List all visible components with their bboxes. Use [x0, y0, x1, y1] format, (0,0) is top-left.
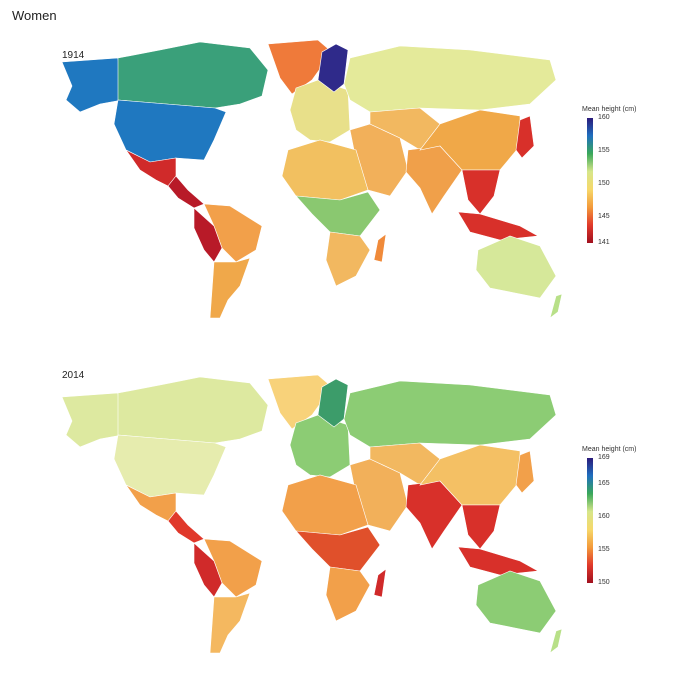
panel-year-1914: 1914 — [62, 50, 85, 61]
region-australia — [475, 570, 557, 634]
legend-tick-label: 160 — [598, 114, 610, 121]
region-madagascar — [373, 568, 387, 598]
legend-tick-label: 145 — [598, 212, 610, 220]
region-japan — [515, 450, 535, 494]
region-africa-north — [281, 139, 369, 201]
region-alaska — [61, 57, 123, 113]
region-europe-west — [289, 414, 351, 478]
region-africa-north — [281, 474, 369, 536]
map-2014 — [61, 374, 563, 654]
region-se-asia — [461, 169, 501, 215]
region-south-america-south — [209, 257, 251, 319]
legend-tick-label: 150 — [598, 579, 610, 586]
legend-tick-label: 155 — [598, 546, 610, 554]
region-greenland — [267, 39, 333, 95]
figure-title: Women — [12, 8, 57, 23]
region-russia — [343, 380, 557, 448]
legend-colorbar — [587, 458, 593, 583]
region-indonesia — [457, 211, 539, 241]
legend-tick-label: 155 — [598, 146, 610, 154]
region-indonesia — [457, 546, 539, 576]
region-europe-west — [289, 79, 351, 143]
region-south-america-south — [209, 592, 251, 654]
region-canada — [117, 376, 269, 444]
region-russia — [343, 45, 557, 113]
legend-title-2014: Mean height (cm) — [582, 446, 637, 453]
region-se-asia — [461, 504, 501, 550]
legend-tick-label: 160 — [598, 513, 610, 521]
region-africa-central — [295, 191, 381, 237]
region-australia — [475, 235, 557, 299]
region-central-america — [167, 510, 205, 544]
region-canada — [117, 41, 269, 109]
region-scandinavia — [317, 43, 349, 93]
legend-tick-label: 150 — [598, 179, 610, 187]
legend-colorbar — [587, 118, 593, 243]
region-usa — [113, 99, 227, 163]
panel-year-2014: 2014 — [62, 370, 85, 381]
region-africa-south — [325, 231, 371, 287]
legend-tick-label: 141 — [598, 239, 610, 246]
region-alaska — [61, 392, 123, 448]
region-new-zealand — [549, 628, 563, 654]
map-1914 — [61, 39, 563, 319]
legend-title-1914: Mean height (cm) — [582, 106, 637, 113]
region-japan — [515, 115, 535, 159]
region-new-zealand — [549, 293, 563, 319]
region-central-america — [167, 175, 205, 209]
region-scandinavia — [317, 378, 349, 428]
legend-tick-label: 169 — [598, 454, 610, 461]
region-usa — [113, 434, 227, 498]
region-madagascar — [373, 233, 387, 263]
region-africa-central — [295, 526, 381, 572]
region-africa-south — [325, 566, 371, 622]
region-greenland — [267, 374, 333, 430]
legend-tick-label: 165 — [598, 480, 610, 488]
